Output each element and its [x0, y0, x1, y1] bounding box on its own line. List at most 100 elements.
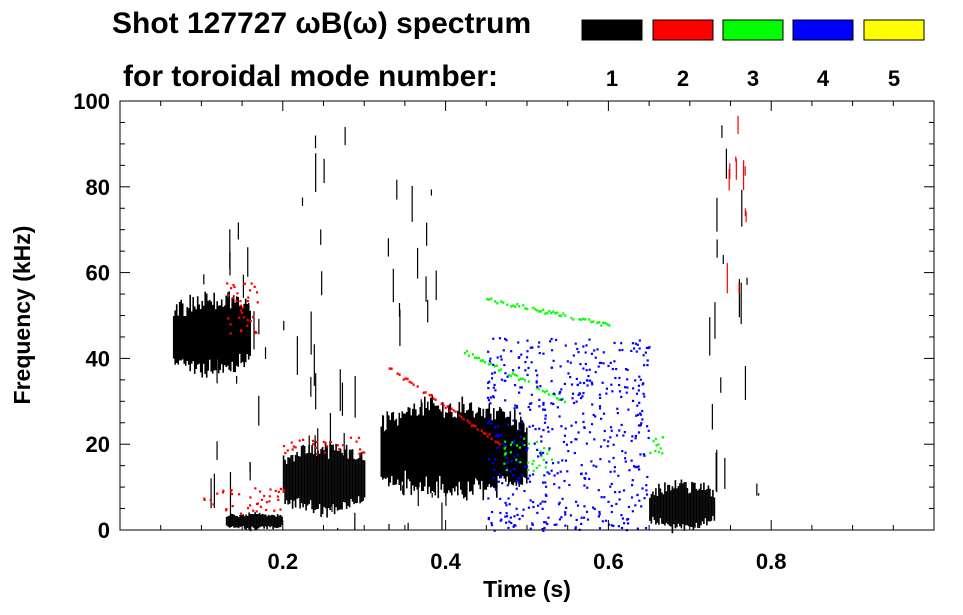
data-cell: [505, 515, 509, 518]
data-cell: [535, 386, 538, 390]
data-cell: [570, 441, 573, 444]
data-cell: [268, 495, 271, 498]
data-cell: [604, 519, 608, 522]
region-mode-1: [709, 125, 760, 496]
data-cell: [620, 514, 623, 517]
data-cell: [650, 494, 653, 524]
data-cell: [527, 442, 531, 445]
data-cell: [558, 486, 561, 489]
data-cell: [499, 355, 502, 358]
data-cell: [586, 486, 589, 489]
data-cell: [682, 483, 684, 525]
data-cell: [240, 515, 243, 527]
data-cell: [402, 378, 405, 381]
data-cell: [572, 354, 575, 357]
data-cell: [597, 365, 600, 368]
data-cell: [537, 345, 540, 348]
data-cell: [227, 294, 230, 297]
data-cell: [321, 271, 323, 296]
data-cell: [252, 509, 255, 512]
data-cell: [305, 453, 307, 511]
data-cell: [756, 483, 758, 496]
data-cell: [398, 373, 401, 376]
data-cell: [222, 306, 225, 373]
data-cell: [577, 393, 580, 396]
data-cell: [487, 399, 491, 402]
data-cell: [480, 416, 483, 481]
chart-title-line1: Shot 127727 ωB(ω) spectrum: [112, 7, 531, 40]
data-cell: [251, 316, 255, 319]
data-cell: [631, 479, 634, 482]
data-cell: [600, 496, 603, 499]
data-cell: [584, 362, 587, 366]
data-cell: [542, 529, 545, 532]
data-cell: [556, 472, 559, 475]
region-mode-1: [172, 291, 252, 378]
data-cell: [652, 440, 655, 443]
data-cell: [562, 312, 565, 315]
data-cell: [634, 434, 638, 438]
data-cell: [220, 299, 223, 365]
data-cell: [458, 414, 461, 417]
data-cell: [212, 503, 215, 506]
data-cell: [539, 385, 542, 388]
data-cell: [530, 393, 533, 396]
data-cell: [620, 526, 624, 530]
data-cell: [738, 283, 740, 295]
data-cell: [636, 527, 639, 530]
data-cell: [248, 504, 252, 507]
data-cell: [542, 408, 545, 411]
data-cell: [360, 452, 363, 503]
data-cell: [594, 371, 597, 374]
data-cell: [522, 508, 525, 511]
region-mode-2: [388, 367, 501, 446]
data-cell: [452, 409, 455, 412]
data-cell: [518, 446, 522, 449]
data-cell: [529, 527, 532, 530]
data-cell: [542, 481, 545, 484]
data-cell: [327, 458, 330, 508]
data-cell: [495, 411, 498, 498]
data-cell: [508, 503, 511, 506]
data-cell: [513, 455, 516, 458]
data-cell: [513, 407, 516, 410]
data-cell: [597, 489, 600, 492]
data-cell: [550, 380, 553, 383]
data-cell: [420, 402, 423, 492]
data-cell: [493, 371, 496, 374]
data-cell: [631, 435, 634, 438]
data-cell: [500, 358, 503, 361]
data-cell: [542, 403, 545, 406]
data-cell: [498, 442, 501, 446]
data-cell: [440, 402, 443, 406]
data-cell: [499, 511, 502, 515]
data-cell: [580, 472, 583, 475]
data-cell: [642, 392, 645, 395]
data-cell: [498, 337, 502, 340]
data-cell: [612, 443, 615, 446]
data-cell: [309, 452, 312, 501]
data-cell: [550, 458, 554, 461]
data-cell: [637, 389, 640, 392]
data-cell: [500, 378, 503, 381]
data-cell: [582, 367, 585, 370]
data-cell: [513, 440, 516, 443]
data-cell: [240, 308, 242, 317]
data-cell: [511, 493, 515, 496]
data-cell: [579, 363, 582, 366]
data-cell: [416, 247, 419, 279]
data-cell: [598, 407, 602, 410]
data-cell: [646, 359, 649, 362]
data-cell: [323, 450, 325, 507]
data-cell: [396, 372, 399, 375]
data-cell: [515, 419, 518, 486]
data-cell: [494, 435, 497, 438]
data-cell: [591, 506, 595, 509]
data-cell: [504, 444, 507, 447]
data-cell: [610, 504, 613, 508]
data-cell: [565, 506, 568, 510]
data-cell: [429, 397, 432, 494]
data-cell: [314, 446, 317, 449]
data-cell: [550, 402, 553, 405]
data-cell: [282, 455, 285, 493]
